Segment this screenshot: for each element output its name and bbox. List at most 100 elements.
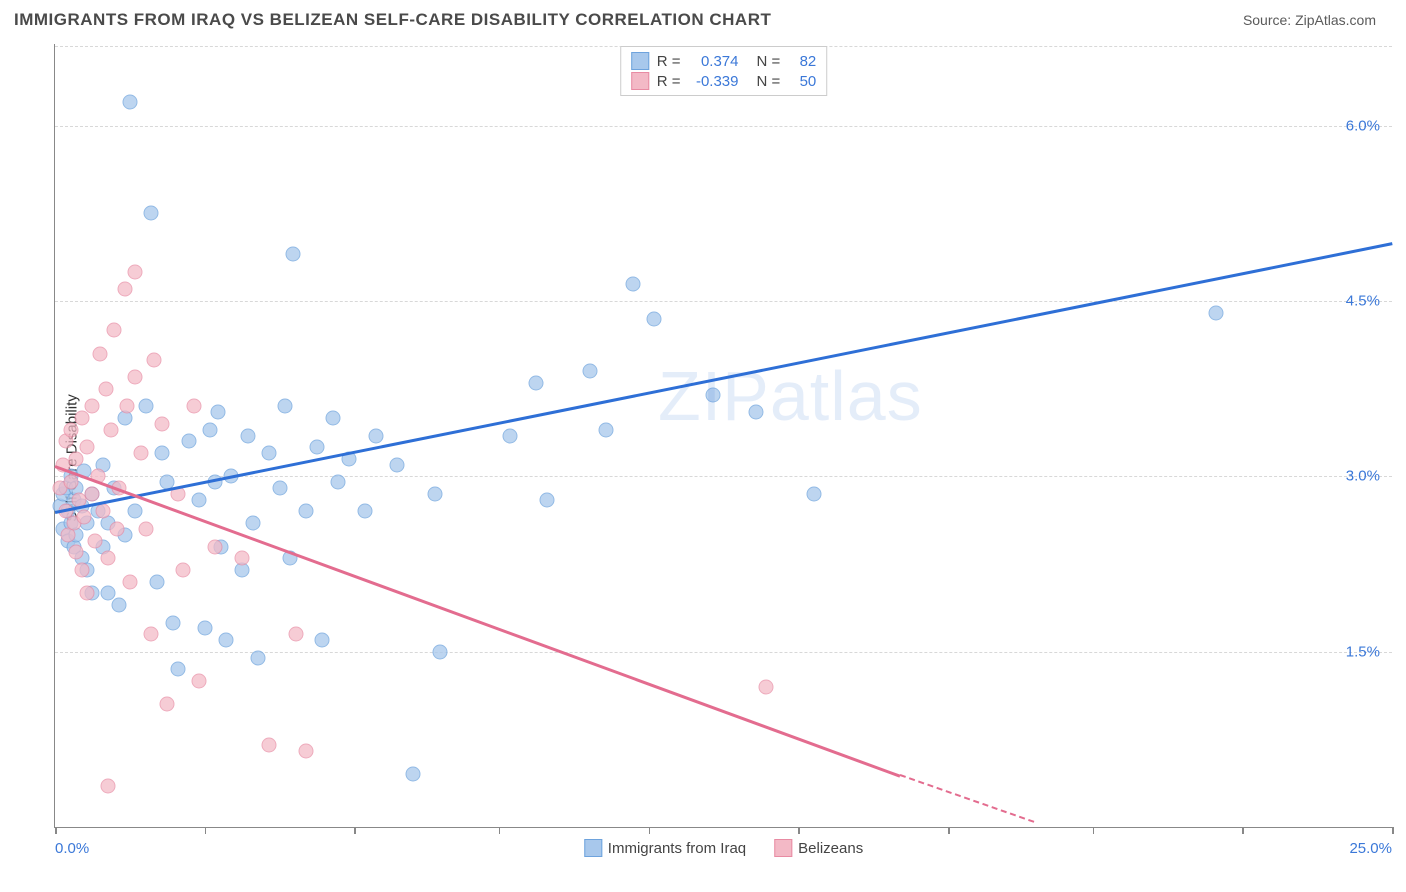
- chart-container: Self-Care Disability ZIPatlas R =0.374N …: [14, 44, 1392, 872]
- data-point: [245, 516, 260, 531]
- x-tick: [205, 827, 207, 834]
- stats-legend: R = 0.374 N = 82R =-0.339N =50: [620, 46, 828, 96]
- data-point: [368, 428, 383, 443]
- stats-row: R =-0.339N =50: [631, 71, 817, 91]
- data-point: [406, 767, 421, 782]
- legend-swatch: [584, 839, 602, 857]
- data-point: [122, 95, 137, 110]
- data-point: [80, 440, 95, 455]
- data-point: [85, 399, 100, 414]
- legend-swatch: [631, 72, 649, 90]
- data-point: [154, 416, 169, 431]
- data-point: [120, 399, 135, 414]
- data-point: [219, 633, 234, 648]
- data-point: [625, 276, 640, 291]
- data-point: [358, 504, 373, 519]
- x-tick: [798, 827, 800, 834]
- data-point: [251, 650, 266, 665]
- data-point: [85, 486, 100, 501]
- data-point: [69, 545, 84, 560]
- data-point: [502, 428, 517, 443]
- data-point: [128, 264, 143, 279]
- data-point: [77, 510, 92, 525]
- data-point: [101, 551, 116, 566]
- r-value: 0.374: [689, 53, 739, 70]
- data-point: [138, 399, 153, 414]
- data-point: [93, 346, 108, 361]
- data-point: [109, 522, 124, 537]
- data-point: [646, 311, 661, 326]
- legend-item: Immigrants from Iraq: [584, 839, 746, 857]
- data-point: [106, 323, 121, 338]
- data-point: [104, 422, 119, 437]
- source-attribution: Source: ZipAtlas.com: [1243, 12, 1376, 28]
- x-tick: [1392, 827, 1394, 834]
- plot-area: ZIPatlas R =0.374N =82R =-0.339N =50 Imm…: [54, 44, 1392, 828]
- data-point: [187, 399, 202, 414]
- data-point: [133, 446, 148, 461]
- data-point: [315, 633, 330, 648]
- data-point: [122, 574, 137, 589]
- data-point: [211, 405, 226, 420]
- data-point: [529, 375, 544, 390]
- data-point: [261, 446, 276, 461]
- x-tick: [354, 827, 356, 834]
- data-point: [272, 481, 287, 496]
- data-point: [759, 679, 774, 694]
- data-point: [288, 627, 303, 642]
- data-point: [285, 247, 300, 262]
- data-point: [80, 586, 95, 601]
- data-point: [64, 422, 79, 437]
- y-tick-label: 4.5%: [1346, 293, 1380, 310]
- source-link[interactable]: ZipAtlas.com: [1295, 12, 1376, 28]
- trend-line: [55, 243, 1392, 514]
- r-label: R =: [657, 53, 681, 70]
- y-tick-label: 6.0%: [1346, 117, 1380, 134]
- data-point: [146, 352, 161, 367]
- x-tick: [55, 827, 57, 834]
- x-axis-max-label: 25.0%: [1349, 840, 1392, 857]
- legend-item: Belizeans: [774, 839, 863, 857]
- data-point: [181, 434, 196, 449]
- stats-row: R = 0.374 N = 82: [631, 51, 817, 71]
- data-point: [176, 562, 191, 577]
- n-label: N =: [757, 73, 781, 90]
- data-point: [144, 206, 159, 221]
- n-label: N =: [757, 53, 781, 70]
- y-tick-label: 1.5%: [1346, 643, 1380, 660]
- data-point: [88, 533, 103, 548]
- x-tick: [499, 827, 501, 834]
- data-point: [128, 370, 143, 385]
- data-point: [705, 387, 720, 402]
- data-point: [138, 522, 153, 537]
- data-point: [64, 475, 79, 490]
- data-point: [197, 621, 212, 636]
- legend-swatch: [631, 52, 649, 70]
- legend-swatch: [774, 839, 792, 857]
- data-point: [149, 574, 164, 589]
- source-label: Source:: [1243, 12, 1295, 28]
- data-point: [331, 475, 346, 490]
- data-point: [74, 562, 89, 577]
- data-point: [1208, 305, 1223, 320]
- data-point: [582, 364, 597, 379]
- data-point: [192, 673, 207, 688]
- data-point: [208, 539, 223, 554]
- data-point: [598, 422, 613, 437]
- r-label: R =: [657, 73, 681, 90]
- gridline: [55, 476, 1392, 477]
- data-point: [171, 662, 186, 677]
- n-value: 82: [788, 53, 816, 70]
- data-point: [326, 410, 341, 425]
- gridline: [55, 301, 1392, 302]
- data-point: [261, 738, 276, 753]
- chart-title: IMMIGRANTS FROM IRAQ VS BELIZEAN SELF-CA…: [14, 10, 771, 30]
- data-point: [160, 697, 175, 712]
- x-tick: [1093, 827, 1095, 834]
- watermark: ZIPatlas: [658, 356, 923, 436]
- trend-line: [900, 774, 1034, 823]
- data-point: [98, 381, 113, 396]
- data-point: [540, 492, 555, 507]
- data-point: [240, 428, 255, 443]
- data-point: [807, 486, 822, 501]
